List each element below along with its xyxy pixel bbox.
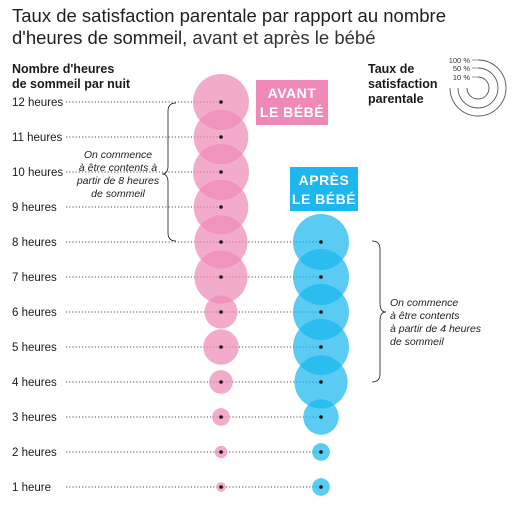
note-before-line4: de sommeil	[91, 188, 145, 200]
before-center-dot	[219, 415, 223, 419]
chart-title-line2: d'heures de sommeil, avant et après le b…	[12, 27, 375, 48]
note-before-line3: partir de 8 heures	[76, 175, 160, 187]
before-center-dot	[219, 205, 223, 209]
badge-after-line2: LE BÉBÉ	[292, 191, 356, 207]
legend-level-label: 10 %	[453, 73, 470, 82]
y-tick-label: 9 heures	[12, 202, 57, 214]
before-center-dot	[219, 100, 223, 104]
before-center-dot	[219, 240, 223, 244]
after-center-dot	[319, 310, 323, 314]
note-after: On commence à être contents à partir de …	[390, 297, 482, 348]
before-center-dot	[219, 450, 223, 454]
y-tick-label: 7 heures	[12, 272, 57, 284]
before-center-dot	[219, 275, 223, 279]
y-axis-header-line1: Nombre d'heures	[12, 62, 114, 76]
note-after-line1: On commence	[390, 297, 458, 309]
after-center-dot	[319, 275, 323, 279]
note-after-line3: à partir de 4 heures	[390, 323, 482, 335]
before-center-dot	[219, 310, 223, 314]
legend-level-label: 50 %	[453, 64, 470, 73]
legend-ring	[457, 67, 499, 109]
after-center-dot	[319, 485, 323, 489]
legend-size-key: 100 %50 %10 %	[449, 56, 507, 117]
after-center-dot	[319, 345, 323, 349]
badge-before-line1: AVANT	[268, 85, 317, 101]
y-tick-label: 6 heures	[12, 307, 57, 319]
before-center-dot	[219, 380, 223, 384]
y-tick-label: 4 heures	[12, 377, 57, 389]
y-tick-label: 10 heures	[12, 167, 63, 179]
after-center-dot	[319, 450, 323, 454]
legend-header-line2: satisfaction	[368, 77, 437, 91]
before-center-dot	[219, 485, 223, 489]
badge-after: APRÈS LE BÉBÉ	[290, 167, 358, 211]
legend-ring	[449, 59, 507, 117]
before-center-dot	[219, 135, 223, 139]
y-tick-label: 5 heures	[12, 342, 57, 354]
badge-after-bg	[290, 167, 358, 211]
note-after-line2: à être contents	[390, 310, 460, 322]
chart-title-bold: d'heures de sommeil,	[12, 27, 187, 48]
y-tick-label: 1 heure	[12, 482, 51, 494]
legend-ring	[466, 76, 490, 100]
y-tick-label: 12 heures	[12, 97, 63, 109]
before-center-dot	[219, 345, 223, 349]
after-center-dot	[319, 415, 323, 419]
y-tick-labels: 12 heures 11 heures 10 heures 9 heures 8 heu…	[12, 97, 63, 494]
after-center-dot	[319, 380, 323, 384]
y-tick-label: 8 heures	[12, 237, 57, 249]
y-axis-header-line2: de sommeil par nuit	[12, 77, 131, 91]
badge-before-line2: LE BÉBÉ	[260, 104, 324, 120]
note-before-line1: On commence	[84, 149, 152, 161]
legend-level-label: 100 %	[449, 56, 471, 65]
y-tick-label: 11 heures	[12, 132, 63, 144]
bracket-after	[371, 240, 387, 383]
legend-header-line1: Taux de	[368, 62, 414, 76]
badge-before-bg	[256, 80, 328, 125]
chart-title-light: avant et après le bébé	[187, 27, 375, 48]
note-before: On commence à être contents à partir de …	[76, 149, 160, 200]
legend-header-line3: parentale	[368, 92, 424, 106]
before-center-dot	[219, 170, 223, 174]
badge-after-line1: APRÈS	[299, 172, 350, 188]
center-dots	[219, 100, 323, 489]
chart-title-line1: Taux de satisfaction parentale par rappo…	[12, 5, 446, 26]
guide-lines	[66, 101, 321, 488]
note-after-line4: de sommeil	[390, 336, 444, 348]
note-before-line2: à être contents à	[79, 162, 157, 174]
bracket-before	[161, 102, 177, 242]
after-center-dot	[319, 240, 323, 244]
badge-before: AVANT LE BÉBÉ	[256, 80, 328, 125]
y-tick-label: 2 heures	[12, 447, 57, 459]
y-tick-label: 3 heures	[12, 412, 57, 424]
